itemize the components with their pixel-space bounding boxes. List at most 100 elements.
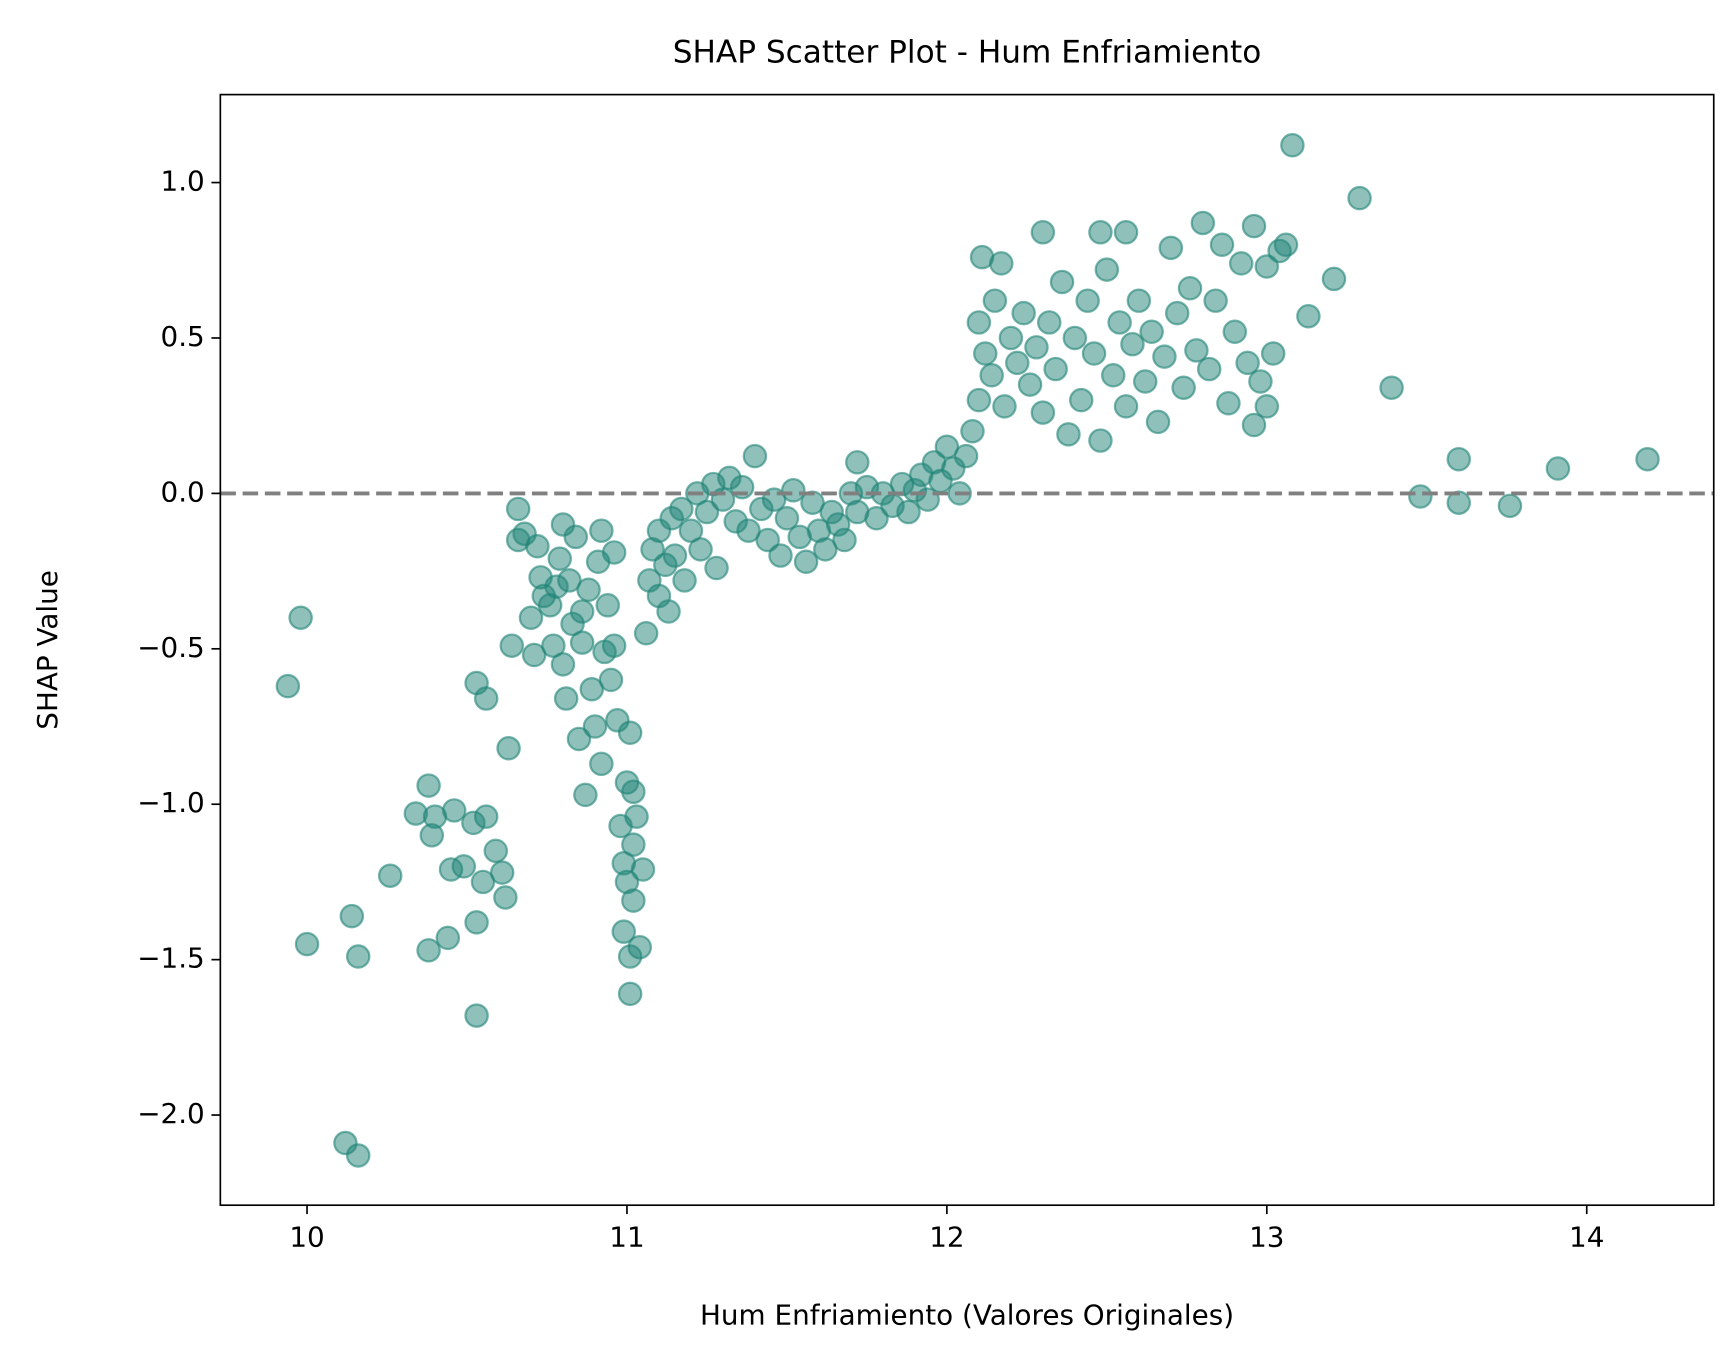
point: [275, 673, 301, 699]
y-tick-label: −1.0: [137, 786, 205, 819]
point: [633, 621, 659, 646]
point: [598, 667, 624, 693]
y-axis-label: SHAP Value: [31, 570, 64, 730]
point: [793, 549, 819, 575]
point: [1101, 363, 1126, 388]
point: [1545, 456, 1571, 481]
point: [1081, 341, 1107, 366]
point: [768, 543, 793, 568]
y-tick-label: 0.0: [161, 475, 205, 508]
point: [989, 251, 1014, 276]
point: [966, 387, 992, 413]
point: [1113, 220, 1139, 245]
point: [672, 568, 697, 593]
point: [656, 599, 681, 624]
point: [998, 325, 1024, 351]
point: [1107, 310, 1132, 335]
point: [1241, 213, 1267, 239]
point: [688, 537, 713, 562]
point: [483, 838, 509, 864]
point: [813, 537, 838, 562]
point: [1062, 325, 1088, 351]
point: [1164, 300, 1190, 326]
point: [1037, 310, 1062, 335]
point: [704, 555, 729, 581]
point: [1190, 210, 1216, 236]
point: [489, 860, 515, 885]
point: [1228, 251, 1254, 276]
point: [339, 903, 365, 929]
point: [1030, 220, 1056, 245]
point: [896, 499, 921, 525]
point: [595, 593, 621, 618]
point: [441, 798, 467, 823]
point: [742, 443, 768, 469]
point: [294, 931, 320, 957]
point: [569, 599, 595, 624]
point: [473, 686, 499, 711]
point: [550, 652, 576, 677]
point: [953, 443, 979, 469]
point: [1094, 257, 1120, 282]
point: [621, 779, 646, 805]
y-tick-label: −2.0: [137, 1097, 205, 1130]
point: [755, 527, 780, 553]
point: [1177, 276, 1203, 301]
point: [1241, 412, 1267, 438]
point: [525, 533, 550, 559]
point: [832, 527, 857, 553]
point: [1209, 232, 1235, 257]
point: [1088, 220, 1113, 245]
point: [1203, 288, 1228, 313]
x-axis-label: Hum Enfriamiento (Valores Originales): [700, 1298, 1234, 1331]
point: [1408, 484, 1433, 509]
point: [377, 863, 403, 888]
point: [553, 686, 579, 711]
point: [1235, 350, 1260, 376]
point: [573, 782, 598, 808]
point: [621, 888, 646, 913]
point: [934, 434, 960, 460]
point: [416, 773, 441, 798]
chart-title: SHAP Scatter Plot - Hum Enfriamiento: [673, 34, 1262, 70]
point: [1132, 369, 1158, 394]
point: [630, 857, 656, 882]
point: [1379, 375, 1404, 400]
x-tick-label: 11: [609, 1221, 644, 1254]
point: [1049, 269, 1075, 295]
point: [1280, 133, 1305, 158]
point: [1030, 400, 1056, 425]
point: [499, 633, 525, 658]
point: [496, 736, 521, 761]
point: [611, 919, 637, 944]
point: [1635, 446, 1660, 472]
y-tick-label: −1.5: [137, 942, 205, 975]
plot-frame: [219, 93, 1715, 1207]
point: [1254, 254, 1280, 279]
point: [288, 605, 313, 630]
point: [435, 925, 461, 951]
point: [960, 418, 985, 444]
point: [569, 630, 595, 655]
y-tick-label: 0.5: [161, 320, 205, 353]
point: [1216, 391, 1241, 416]
point: [617, 720, 643, 745]
point: [864, 506, 889, 531]
point: [1184, 338, 1209, 363]
point: [1158, 235, 1184, 261]
point: [1254, 394, 1280, 419]
point: [576, 577, 601, 602]
point: [781, 478, 806, 503]
point: [1088, 428, 1113, 453]
point: [1260, 341, 1286, 366]
point: [547, 546, 573, 571]
point: [1248, 369, 1273, 394]
point: [979, 363, 1004, 388]
point: [589, 518, 614, 543]
point: [470, 869, 496, 895]
point: [1075, 288, 1100, 313]
point: [601, 633, 627, 658]
point: [464, 1003, 489, 1028]
point: [521, 642, 547, 668]
